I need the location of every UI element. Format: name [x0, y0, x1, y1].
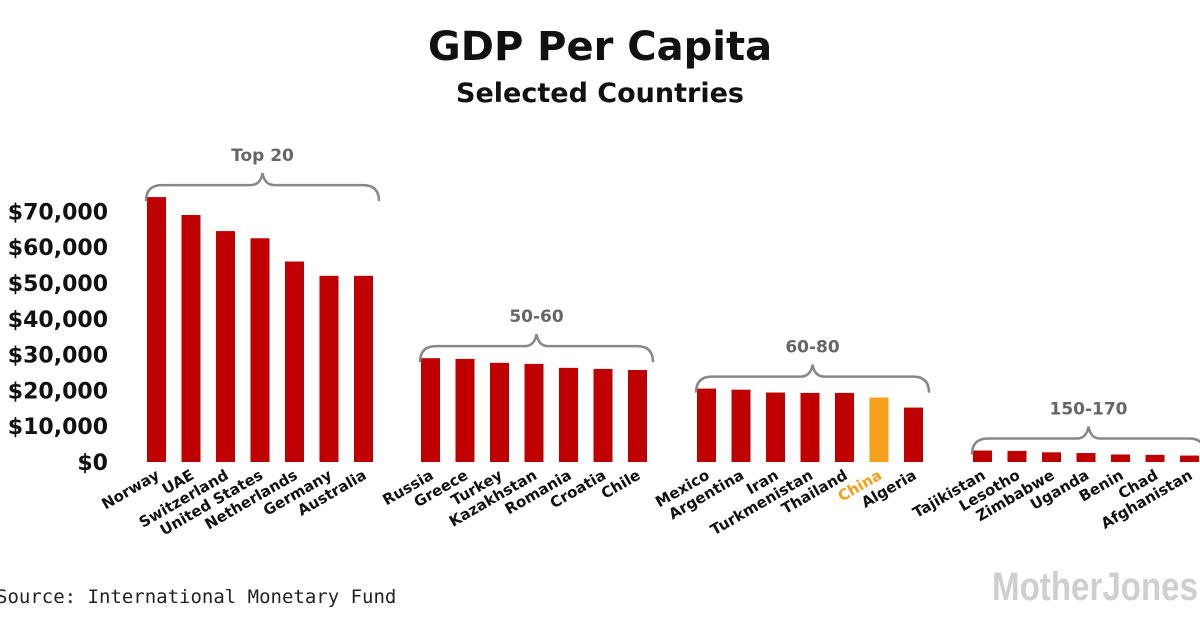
bar-uganda — [1076, 453, 1096, 462]
group-bracket — [970, 426, 1200, 455]
bar-turkmenistan — [800, 392, 820, 462]
y-tick-label: $0 — [77, 451, 108, 476]
chart-subtitle: Selected Countries — [456, 78, 744, 109]
bar-argentina — [731, 389, 751, 462]
x-tick-label: Chile — [598, 466, 644, 503]
bar-iran — [766, 392, 785, 462]
y-tick-label: $10,000 — [8, 415, 108, 440]
group-bracket — [694, 364, 931, 393]
group-brackets: Top 20 50-60 60-80 150-170 — [144, 146, 1200, 455]
bar-thailand — [835, 392, 854, 462]
y-tick-label: $60,000 — [8, 236, 108, 261]
y-tick-label: $30,000 — [8, 344, 108, 369]
bar-china — [869, 397, 889, 462]
source-note: Source: International Monetary Fund — [0, 586, 396, 608]
group-bracket — [418, 333, 655, 363]
bar-united-states — [250, 238, 270, 462]
group-label: 60-80 — [785, 338, 840, 358]
group-bracket — [144, 172, 381, 202]
bar-norway — [147, 197, 166, 462]
bar-benin — [1111, 454, 1130, 462]
bar-russia — [421, 358, 440, 462]
bar-australia — [354, 275, 373, 462]
bar-netherlands — [285, 261, 304, 462]
bar-uae — [181, 214, 201, 462]
bar-greece — [455, 358, 475, 462]
group-label: 150-170 — [1049, 400, 1127, 420]
y-tick-label: $20,000 — [8, 379, 108, 404]
bar-turkey — [490, 362, 509, 462]
group-label: 50-60 — [509, 307, 564, 327]
mother-jones-logo: MotherJones — [992, 565, 1198, 609]
bars — [147, 197, 1199, 462]
bar-mexico — [697, 388, 716, 462]
bar-afghanistan — [1180, 455, 1199, 462]
bar-tajikistan — [973, 450, 992, 462]
bar-lesotho — [1007, 450, 1027, 462]
bar-switzerland — [216, 231, 235, 462]
y-tick-label: $40,000 — [8, 308, 108, 333]
chart-title: GDP Per Capita — [428, 24, 772, 70]
bar-croatia — [593, 368, 613, 462]
y-axis: $0 $10,000 $20,000 $30,000 $40,000 $50,000 $60… — [8, 200, 108, 476]
y-tick-label: $50,000 — [8, 272, 108, 297]
bar-algeria — [904, 407, 923, 462]
bar-chile — [628, 369, 647, 462]
bar-chad — [1145, 454, 1165, 462]
bar-kazakhstan — [524, 363, 544, 462]
bar-germany — [319, 275, 339, 462]
y-tick-label: $70,000 — [8, 200, 108, 225]
bar-zimbabwe — [1042, 452, 1061, 462]
group-label: Top 20 — [231, 146, 294, 166]
bar-romania — [559, 367, 578, 462]
